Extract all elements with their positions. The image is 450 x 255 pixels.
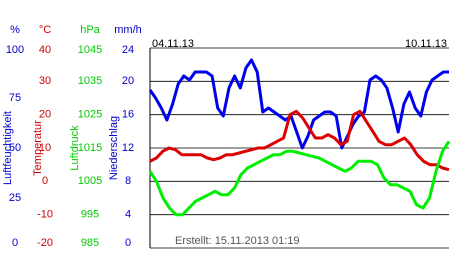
y-tick-label: 30 (39, 75, 51, 87)
y-tick-label: 12 (122, 142, 134, 154)
axis-title: Temperatur (32, 120, 44, 176)
axis-title: Luftdruck (69, 125, 81, 171)
y-tick-label: -20 (37, 237, 53, 249)
y-tick-label: 1025 (78, 109, 102, 121)
y-tick-label: 16 (122, 109, 134, 121)
axis-unit: % (10, 24, 20, 36)
start-date: 04.11.13 (152, 38, 194, 50)
y-tick-label: 0 (125, 237, 131, 249)
y-tick-label: 1005 (78, 175, 102, 187)
axis-unit: hPa (80, 24, 100, 36)
y-tick-label: 24 (122, 44, 134, 56)
footer: Erstellt: 15.11.2013 01:19 (175, 235, 300, 247)
y-tick-label: 75 (9, 92, 21, 104)
y-tick-label: 40 (39, 44, 51, 56)
y-tick-label: 0 (12, 237, 18, 249)
line-1 (149, 109, 450, 172)
y-tick-label: 1045 (78, 44, 102, 56)
y-tick-label: 20 (122, 75, 134, 87)
y-tick-label: 985 (81, 237, 99, 249)
y-tick-label: 4 (125, 209, 131, 221)
y-tick-label: 8 (125, 175, 131, 187)
y-tick-label: 50 (9, 142, 21, 154)
y-tick-label: 1035 (78, 75, 102, 87)
y-tick-label: 100 (6, 44, 24, 56)
y-tick-label: 25 (9, 192, 21, 204)
line-0 (148, 58, 449, 150)
axis-unit: mm/h (114, 24, 142, 36)
axis-title: Niederschlag (108, 116, 120, 180)
y-tick-label: -10 (37, 209, 53, 221)
y-tick-label: 20 (39, 109, 51, 121)
line-2 (148, 140, 450, 217)
end-date: 10.11.13 (405, 38, 447, 50)
y-tick-label: 1015 (78, 142, 102, 154)
y-tick-label: 10 (39, 142, 51, 154)
axis-title: Luftfeuchtigkeit (2, 111, 14, 185)
y-tick-label: 0 (42, 175, 48, 187)
axis-unit: °C (39, 24, 51, 36)
y-tick-label: 995 (81, 209, 99, 221)
